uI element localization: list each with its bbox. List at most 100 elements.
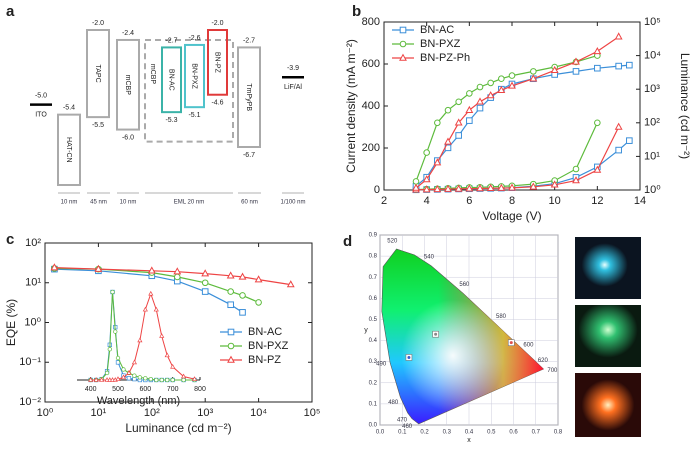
marker — [201, 269, 210, 277]
marker — [147, 266, 156, 274]
level-label: -2.7 — [243, 37, 255, 44]
marker — [238, 272, 247, 280]
panel-label: d — [343, 233, 352, 250]
marker — [132, 373, 137, 378]
wavelength-label: 480 — [388, 400, 399, 406]
level-label: -3.9 — [287, 65, 299, 72]
inset-x-tick-label: 800 — [194, 386, 206, 393]
layer-name: BN-PZ — [214, 52, 221, 74]
marker — [399, 40, 407, 48]
y2-tick-label: 10⁰ — [644, 184, 661, 196]
y2-axis-title: Luminance (cd m⁻²) — [678, 53, 692, 159]
device-photo — [575, 305, 641, 367]
marker — [121, 367, 126, 372]
legend-label: BN-AC — [420, 24, 454, 36]
marker — [550, 180, 559, 188]
marker — [433, 184, 442, 193]
layer-name: TmPyPB — [245, 83, 252, 111]
marker — [153, 306, 159, 312]
marker — [170, 363, 176, 369]
marker — [148, 290, 154, 296]
thickness-label: 10 nm — [120, 200, 137, 206]
photos — [575, 237, 641, 437]
x-tick-label: 0.8 — [554, 430, 563, 436]
marker — [227, 301, 234, 309]
x-tick-label: 0.6 — [509, 430, 518, 436]
wavelength-label: 560 — [459, 282, 470, 288]
x-tick-label: 10³ — [197, 407, 213, 419]
marker — [201, 279, 209, 287]
inset-line — [90, 291, 195, 381]
marker — [594, 119, 601, 127]
marker — [466, 90, 473, 97]
marker — [154, 377, 159, 383]
x-tick-label: 0.0 — [376, 430, 385, 436]
layer-name: mCBP — [124, 75, 131, 96]
marker — [137, 375, 143, 380]
y-tick-label: 0.6 — [369, 296, 378, 302]
y-tick-label: 10⁻² — [19, 396, 41, 408]
marker — [164, 352, 170, 358]
layer-name: BN-AC — [168, 69, 175, 91]
level-label: -2.0 — [211, 20, 223, 27]
layer-box — [86, 29, 110, 119]
wavelength-label: 460 — [402, 424, 413, 430]
marker — [115, 355, 121, 361]
y-tick-label: 0.7 — [369, 275, 378, 281]
level-label: -5.0 — [35, 93, 47, 100]
wavelength-label: 600 — [523, 343, 534, 349]
marker — [165, 377, 170, 383]
marker — [126, 370, 132, 375]
cie-point-dot — [509, 341, 513, 345]
layer-box — [57, 113, 81, 186]
inset-x-tick-label: 400 — [85, 386, 97, 393]
x-tick-label: 14 — [634, 195, 646, 207]
x-axis-title: Voltage (V) — [482, 209, 541, 223]
marker — [423, 149, 430, 156]
marker — [422, 185, 431, 193]
y-tick-label: 0 — [374, 184, 380, 196]
marker — [170, 377, 175, 383]
x-tick-label: 0.5 — [487, 430, 496, 436]
legend-label: BN-AC — [248, 326, 282, 338]
marker — [529, 182, 538, 190]
marker — [444, 106, 452, 114]
x-tick-label: 4 — [424, 195, 430, 207]
x-tick-label: 0.7 — [532, 430, 541, 436]
marker — [465, 184, 474, 192]
marker — [239, 292, 246, 299]
marker — [107, 347, 112, 352]
layer-name: HAT-CN — [65, 137, 72, 163]
marker — [614, 122, 623, 130]
marker — [614, 32, 623, 40]
marker — [159, 377, 164, 383]
legend-label: BN-PXZ — [248, 340, 289, 352]
marker — [476, 184, 484, 192]
y-tick-label: 10² — [25, 237, 41, 249]
marker — [593, 165, 602, 173]
x-axis-title: x — [467, 437, 471, 444]
marker — [465, 105, 474, 113]
y-tick-label: 200 — [362, 142, 380, 154]
marker — [159, 333, 165, 338]
thickness-label: 10 nm — [61, 200, 78, 206]
marker — [572, 57, 580, 65]
marker — [181, 377, 186, 383]
marker — [530, 68, 537, 75]
wavelength-label: 490 — [376, 361, 387, 367]
marker — [444, 184, 452, 192]
marker — [412, 183, 420, 191]
wavelength-label: 700 — [547, 368, 558, 374]
marker — [572, 68, 580, 75]
inset-x-tick-label: 500 — [112, 386, 124, 393]
wavelength-label: 520 — [387, 239, 398, 245]
level-label: -2.4 — [122, 30, 134, 37]
y-tick-label: 10⁰ — [24, 316, 41, 328]
series-line — [54, 267, 259, 303]
inset-x-title: Wavelength (nm) — [97, 395, 180, 407]
y2-tick-label: 10¹ — [644, 150, 660, 162]
marker — [399, 26, 407, 34]
marker — [227, 328, 235, 336]
layer-box — [184, 43, 205, 109]
